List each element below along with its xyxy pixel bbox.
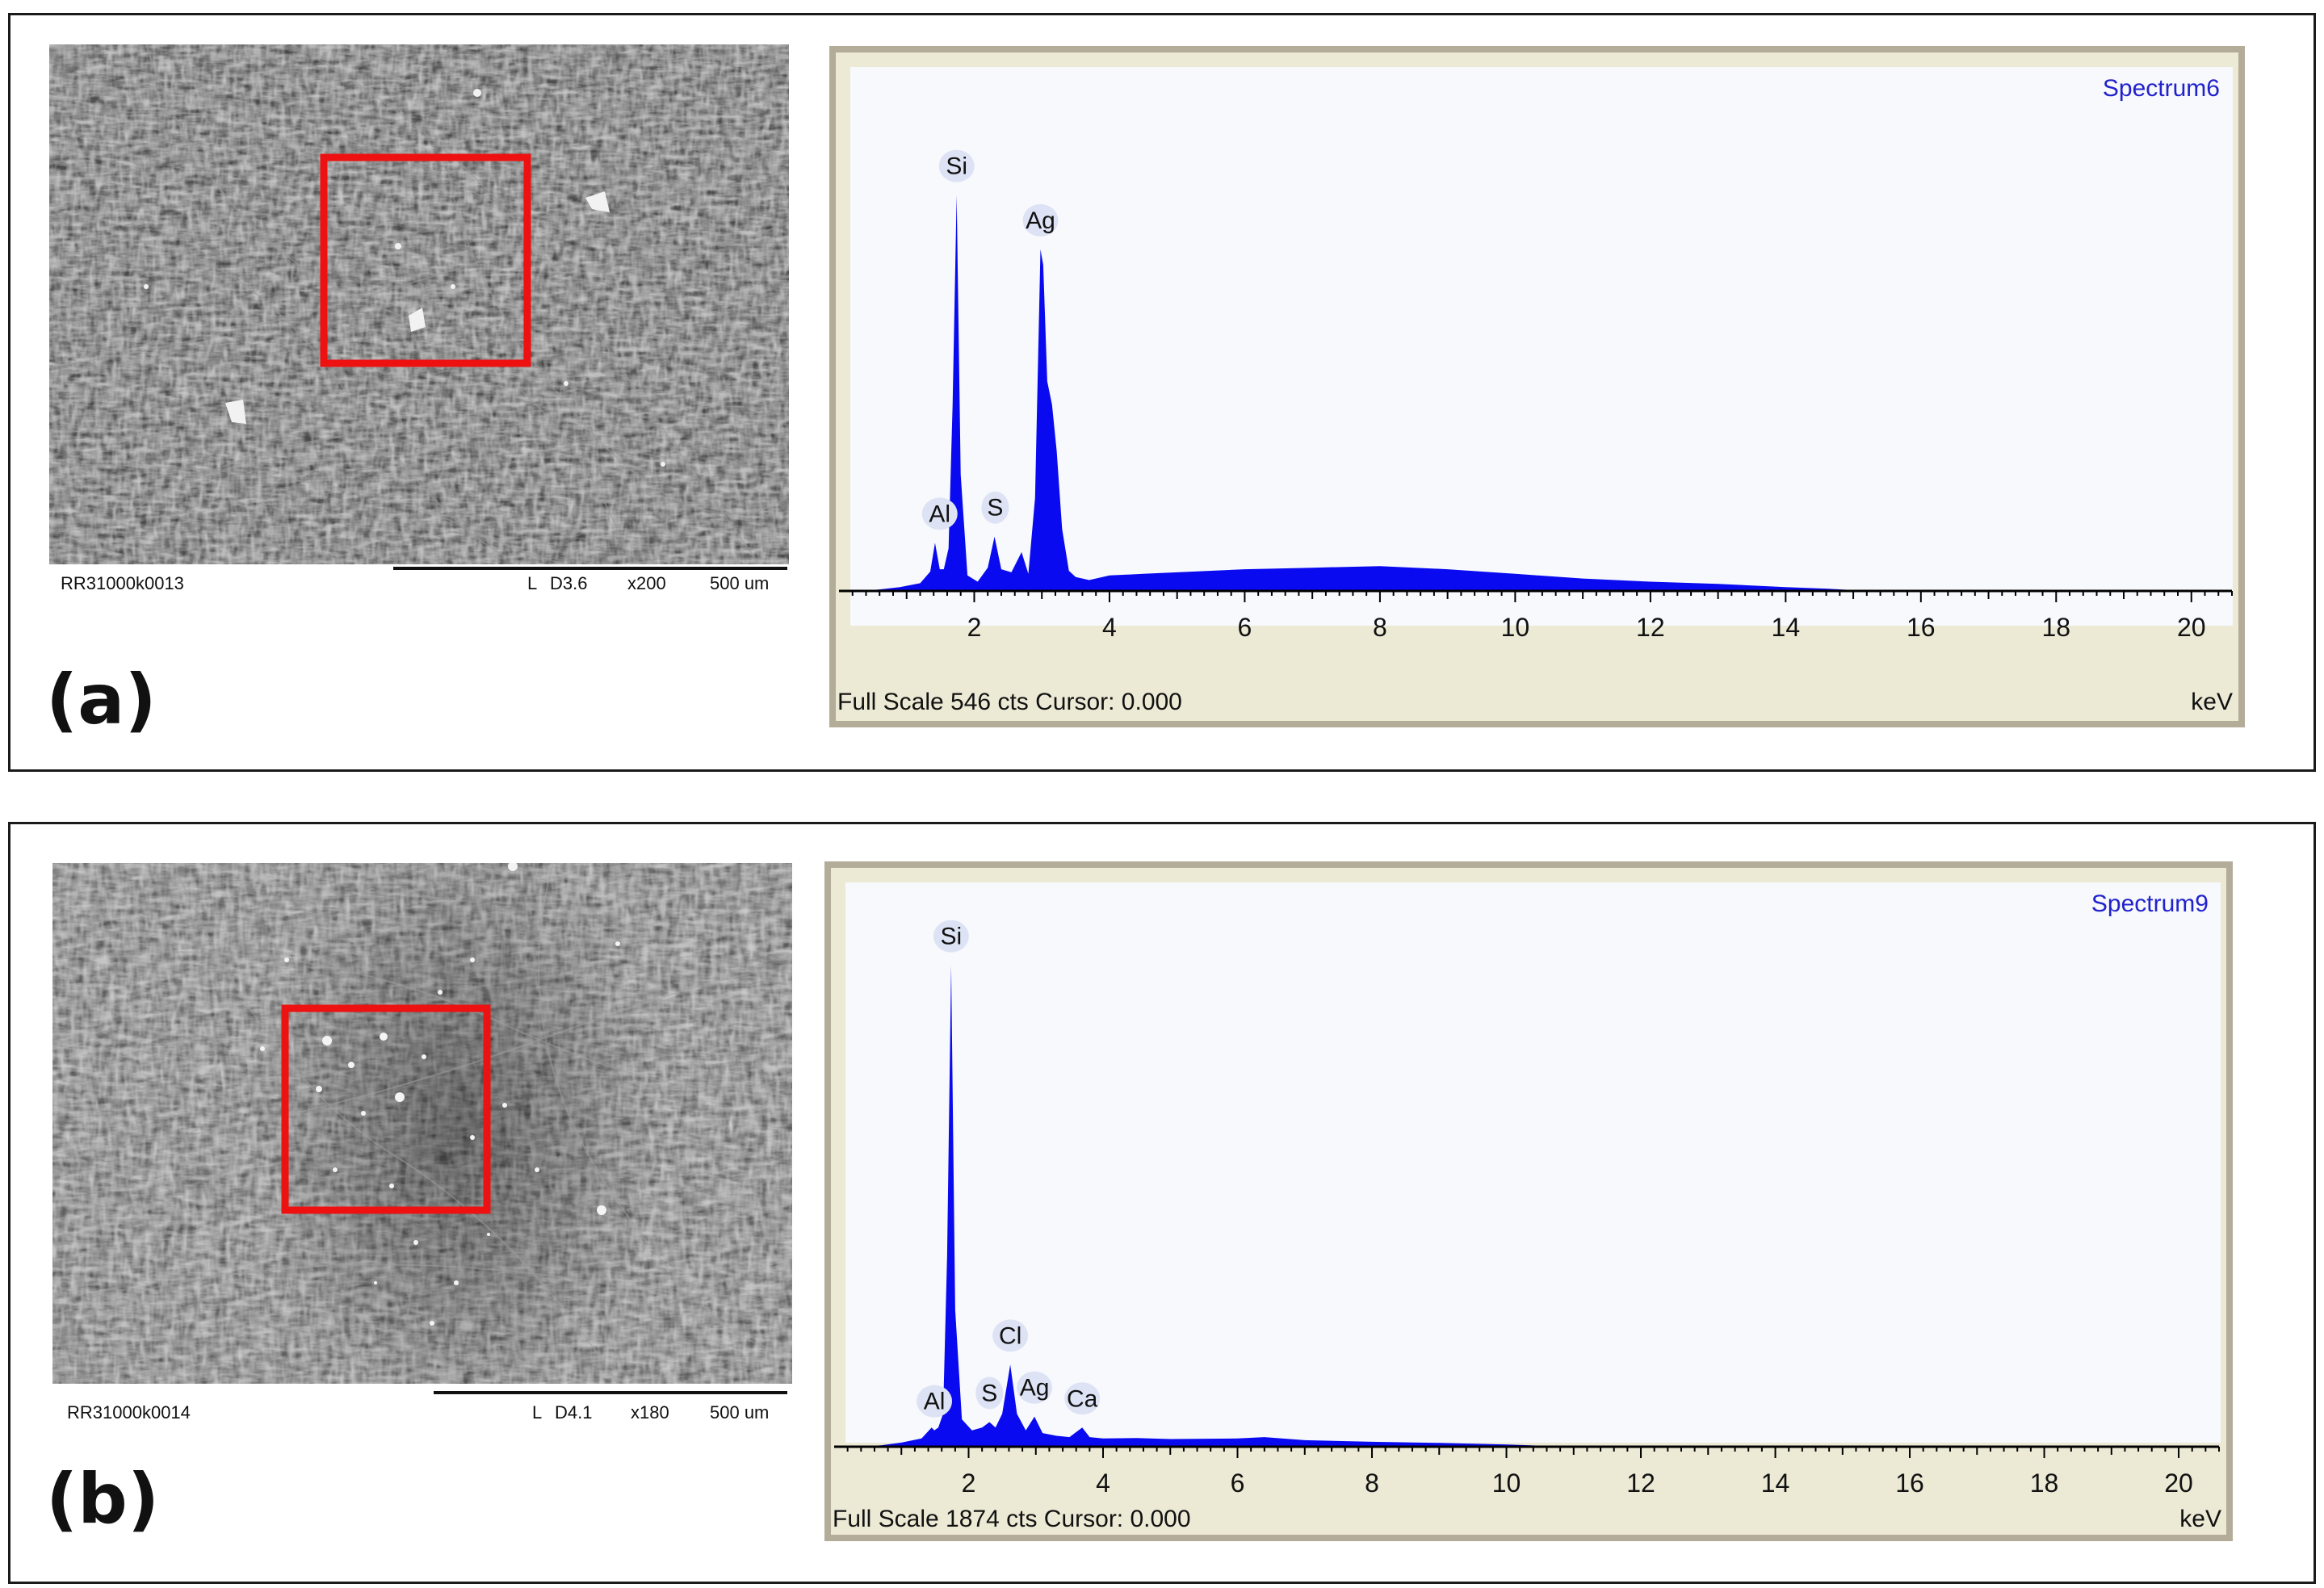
peak-label-ca: Ca bbox=[1067, 1385, 1098, 1412]
x-tick-label-1: 10 bbox=[1492, 1469, 1521, 1498]
scale-bar-a bbox=[393, 567, 787, 570]
spectrum-title-b: Spectrum9 bbox=[2091, 890, 2209, 917]
sem-micrograph-b bbox=[52, 863, 792, 1384]
x-tick-label-1: 6 bbox=[1231, 1469, 1245, 1498]
spectrum-title-a: Spectrum6 bbox=[2103, 75, 2220, 102]
fibre-strands-a bbox=[49, 44, 789, 564]
sem-image-a bbox=[49, 44, 789, 564]
spectrum-marks-b: 2 4 6 8 10 12 14 16 18 20 Al Si S Cl Ag Ca bbox=[834, 920, 2220, 1498]
panel-label-a: (a) bbox=[46, 660, 157, 740]
peak-label-s: S bbox=[987, 495, 1003, 522]
sem-meta-d-b: D4.1 bbox=[555, 1402, 593, 1422]
panel-a: RR31000k0013 L D3.6 x200 500 um Spectrum… bbox=[8, 13, 2316, 772]
x-tick-label-0: 16 bbox=[1907, 613, 1936, 642]
x-tick-label-1: 8 bbox=[1365, 1469, 1379, 1498]
x-tick-label-0: 6 bbox=[1238, 613, 1252, 642]
spectrum-plot-bg-b bbox=[845, 882, 2221, 1443]
status-unit-a: keV bbox=[2191, 689, 2233, 715]
spectrum-marks-a: 2 4 6 8 10 12 14 16 18 20 Al Si S Ag bbox=[839, 149, 2233, 642]
sem-image-b bbox=[52, 863, 792, 1384]
panel-b: RR31000k0014 L D4.1 x180 500 um Spectrum… bbox=[8, 822, 2316, 1584]
spectrum-svg-b: Spectrum9 2 4 6 8 10 12 14 16 18 20 Al Si S Cl Ag Ca Fu… bbox=[824, 861, 2233, 1541]
status-readout-a: Full Scale 546 cts Cursor: 0.000 bbox=[837, 689, 1182, 715]
status-unit-b: keV bbox=[2179, 1506, 2221, 1532]
sem-specimen-id-a: RR31000k0013 bbox=[61, 573, 184, 593]
spectrum-svg-a: Spectrum6 2 4 6 8 10 12 14 16 18 20 Al Si S Ag Full S… bbox=[829, 46, 2245, 727]
x-tick-label-1: 14 bbox=[1761, 1469, 1790, 1498]
peak-bubble-ag bbox=[1017, 1371, 1053, 1404]
panel-label-b: (b) bbox=[46, 1459, 160, 1540]
x-tick-label-1: 20 bbox=[2164, 1469, 2193, 1498]
x-tick-label-1: 12 bbox=[1626, 1469, 1655, 1498]
sem-meta-l-a: L bbox=[527, 573, 538, 593]
x-tick-label-0: 10 bbox=[1501, 613, 1530, 642]
x-tick-label-0: 14 bbox=[1772, 613, 1801, 642]
x-tick-label-0: 8 bbox=[1373, 613, 1387, 642]
sem-meta-scale-b: 500 um bbox=[710, 1402, 770, 1422]
peak-bubble-al bbox=[917, 1385, 953, 1418]
peak-label-cl: Cl bbox=[999, 1322, 1021, 1349]
x-tick-label-0: 12 bbox=[1636, 613, 1665, 642]
spectrum-plot-bg-a bbox=[850, 67, 2233, 626]
sem-meta-mag-a: x200 bbox=[627, 573, 666, 593]
peak-bubble-s bbox=[981, 491, 1009, 524]
peak-bubble-ag bbox=[1022, 203, 1059, 237]
status-readout-b: Full Scale 1874 cts Cursor: 0.000 bbox=[833, 1506, 1191, 1532]
spectrum-a: Spectrum6 2 4 6 8 10 12 14 16 18 20 Al Si S Ag Full S… bbox=[829, 46, 2245, 727]
spectrum-b: Spectrum9 2 4 6 8 10 12 14 16 18 20 Al Si S Cl Ag Ca Fu… bbox=[824, 861, 2233, 1541]
sem-specimen-id-b: RR31000k0014 bbox=[67, 1402, 191, 1422]
darker-region-b bbox=[254, 863, 658, 1384]
region-marker-b bbox=[281, 1004, 491, 1214]
x-tick-label-1: 2 bbox=[962, 1469, 976, 1498]
peak-label-al: Al bbox=[924, 1389, 946, 1415]
sem-meta-d-a: D3.6 bbox=[550, 573, 588, 593]
peak-bubble-al bbox=[921, 497, 958, 530]
peak-bubble-s bbox=[975, 1376, 1004, 1410]
x-tick-label-1: 16 bbox=[1895, 1469, 1924, 1498]
x-tick-label-0: 4 bbox=[1102, 613, 1117, 642]
peak-label-ag: Ag bbox=[1020, 1375, 1050, 1402]
x-tick-label-0: 20 bbox=[2177, 613, 2206, 642]
peak-label-s: S bbox=[981, 1381, 997, 1407]
spectrum-series-0 bbox=[859, 195, 2192, 591]
peak-bubble-si bbox=[933, 920, 969, 953]
x-tick-label-1: 18 bbox=[2030, 1469, 2059, 1498]
particles-a bbox=[144, 89, 665, 467]
peak-label-si: Si bbox=[941, 924, 963, 950]
region-marker-a bbox=[320, 153, 531, 367]
sem-meta-scale-a: 500 um bbox=[710, 573, 770, 593]
peak-bubble-si bbox=[938, 149, 975, 182]
particles-b bbox=[260, 863, 620, 1326]
sem-meta-l-b: L bbox=[532, 1402, 543, 1422]
x-tick-label-1: 4 bbox=[1096, 1469, 1110, 1498]
sem-meta-mag-b: x180 bbox=[631, 1402, 669, 1422]
peak-label-al: Al bbox=[929, 501, 950, 527]
peak-bubble-cl bbox=[992, 1319, 1029, 1352]
scale-bar-b bbox=[434, 1391, 787, 1394]
sem-micrograph-a bbox=[49, 44, 789, 564]
x-tick-label-0: 18 bbox=[2041, 613, 2070, 642]
peak-label-si: Si bbox=[946, 153, 967, 180]
peak-bubble-ca bbox=[1064, 1382, 1101, 1415]
x-tick-label-0: 2 bbox=[967, 613, 982, 642]
peak-label-ag: Ag bbox=[1026, 207, 1055, 234]
fibre-strands-b bbox=[52, 863, 792, 1384]
